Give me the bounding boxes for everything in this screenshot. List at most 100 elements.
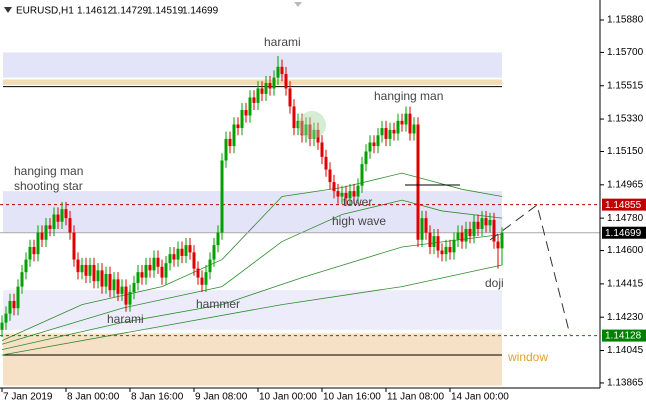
candle-body (232, 124, 236, 147)
candle-body (340, 192, 344, 197)
candle-body (68, 218, 72, 233)
candle-body (368, 142, 372, 152)
candle-body (268, 83, 272, 89)
candle-body (304, 124, 308, 136)
candle-body (244, 110, 248, 116)
candle-body (132, 282, 136, 292)
candle-body (456, 232, 460, 240)
candle-body (312, 129, 316, 139)
candle-body (200, 277, 204, 285)
candle-body (500, 232, 504, 249)
candle-body (32, 246, 36, 255)
candle-body (444, 246, 448, 255)
candle-body (440, 250, 444, 255)
candle-body (332, 182, 336, 192)
candle-body (224, 138, 228, 161)
candle-body (220, 160, 224, 233)
candle-body (476, 221, 480, 229)
candle-body (292, 106, 296, 129)
candle-body (148, 264, 152, 271)
y-tick-label: 1.14045 (607, 345, 644, 356)
candle-body (396, 120, 400, 134)
candle-body (88, 264, 92, 276)
candle-body (328, 169, 332, 183)
x-tick-label: 8 Jan 16:00 (131, 392, 184, 403)
moving-average (1, 233, 503, 351)
candle-body (496, 241, 500, 249)
candle-body (64, 209, 68, 219)
candle-body (436, 236, 440, 251)
candle-body (180, 248, 184, 256)
y-tick-label: 1.14230 (607, 312, 644, 323)
candle-body (380, 128, 384, 136)
candle-body (240, 110, 244, 129)
candle-body (84, 264, 88, 276)
candle-body (52, 214, 56, 229)
x-tick-label: 10 Jan 16:00 (323, 392, 381, 403)
candle-body (4, 313, 8, 323)
y-tick-label: 1.15515 (607, 80, 644, 91)
ohlc-high: 1.14729 (112, 6, 149, 17)
candle-body (272, 77, 276, 89)
level-label-box (602, 226, 646, 239)
candle-body (376, 135, 380, 147)
annotation: hanging man (14, 164, 83, 178)
candle-body (460, 232, 464, 242)
candle-body (176, 248, 180, 260)
symbol: EURUSD,H1 (16, 6, 74, 17)
annotation: harami (264, 35, 301, 49)
candle-body (136, 272, 140, 283)
candle-body (296, 120, 300, 129)
candle-body (416, 124, 420, 240)
candle-body (320, 142, 324, 157)
y-tick-label: 1.14965 (607, 179, 644, 190)
x-tick-label: 7 Jan 2019 (3, 392, 53, 403)
candle-body (356, 185, 360, 197)
y-tick-label: 1.15700 (607, 47, 644, 58)
level-label: 1.14699 (605, 228, 642, 239)
candle-body (424, 218, 428, 233)
candle-body (92, 264, 96, 282)
candle-body (400, 120, 404, 125)
candle-body (160, 266, 164, 278)
candle-body (216, 232, 220, 246)
candle-body (280, 66, 284, 75)
ohlc-close: 1.14699 (182, 6, 219, 17)
annotation: high wave (332, 214, 386, 228)
candle-body (184, 245, 188, 256)
candle-body (100, 270, 104, 287)
candle-body (276, 66, 280, 78)
candle-body (140, 272, 144, 278)
candle-body (204, 272, 208, 285)
candle-body (492, 219, 496, 242)
candle-body (364, 151, 368, 165)
candle-body (452, 239, 456, 253)
candle-body (152, 257, 156, 271)
candle-body (28, 246, 32, 260)
candle-body (108, 273, 112, 291)
candle-body (252, 97, 256, 103)
plot-area (0, 52, 600, 386)
candle-body (168, 254, 172, 264)
candle-body (352, 191, 356, 197)
candle-body (248, 97, 252, 116)
candle-body (104, 273, 108, 287)
candle-body (208, 259, 212, 273)
candle-body (228, 138, 232, 147)
candle-body (120, 286, 124, 294)
candle-body (260, 88, 264, 94)
x-tick-label: 9 Jan 08:00 (195, 392, 248, 403)
candle-body (264, 83, 268, 94)
candle-body (156, 257, 160, 267)
level-label: 1.14855 (605, 200, 642, 211)
candle-body (448, 246, 452, 253)
candle-body (112, 279, 116, 291)
candle-body (24, 259, 28, 273)
y-tick-label: 1.15330 (607, 114, 644, 125)
candle-body (428, 232, 432, 247)
level-label-box (602, 198, 646, 211)
candle-body (324, 156, 328, 170)
level-label-box (602, 329, 646, 342)
x-tick-label: 8 Jan 00:00 (67, 392, 120, 403)
